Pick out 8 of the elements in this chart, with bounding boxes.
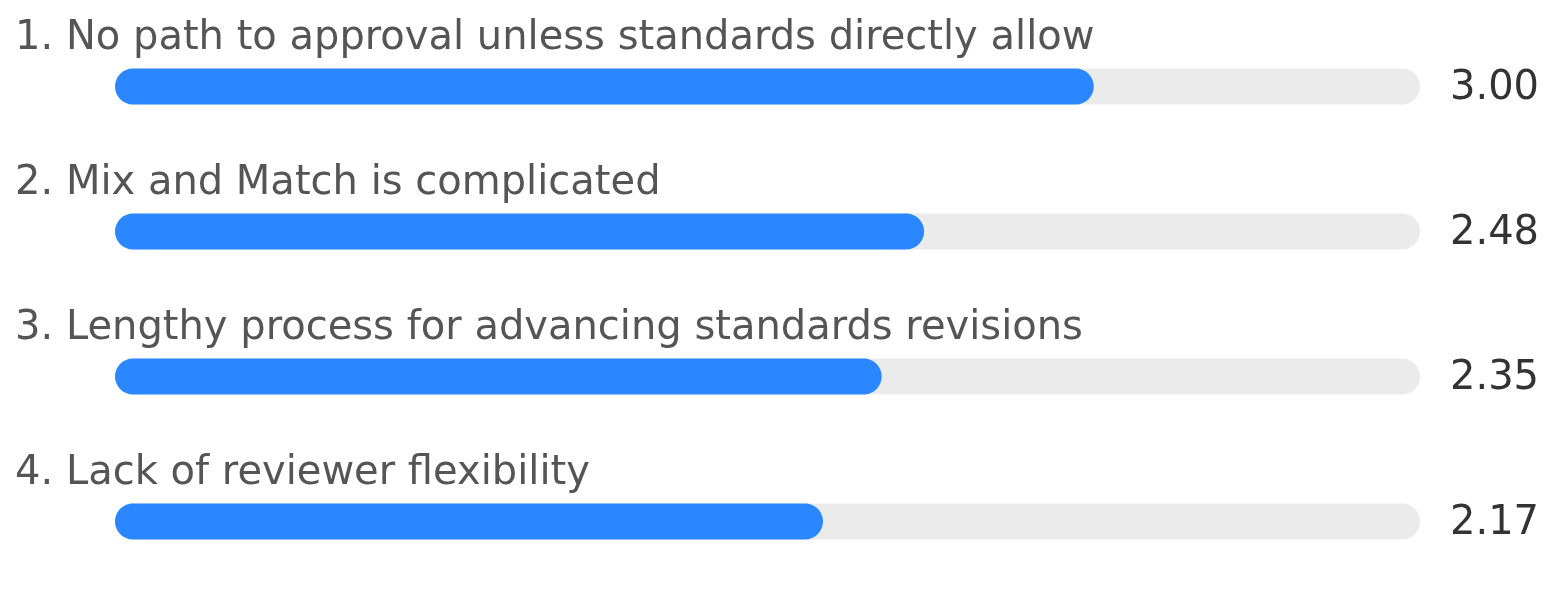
data-label: 2.17 bbox=[1450, 496, 1540, 543]
y-tick-label: 4. Lack of reviewer flexibility bbox=[15, 446, 590, 493]
y-tick-label: 2. Mix and Match is complicated bbox=[15, 156, 661, 203]
data-label: 2.35 bbox=[1450, 351, 1540, 398]
data-label: 2.48 bbox=[1450, 206, 1540, 253]
y-tick-label: 1. No path to approval unless standards directly allow bbox=[15, 11, 1095, 58]
y-tick-label: 3. Lengthy process for advancing standards revisions bbox=[15, 301, 1083, 348]
data-label: 3.00 bbox=[1450, 61, 1540, 108]
